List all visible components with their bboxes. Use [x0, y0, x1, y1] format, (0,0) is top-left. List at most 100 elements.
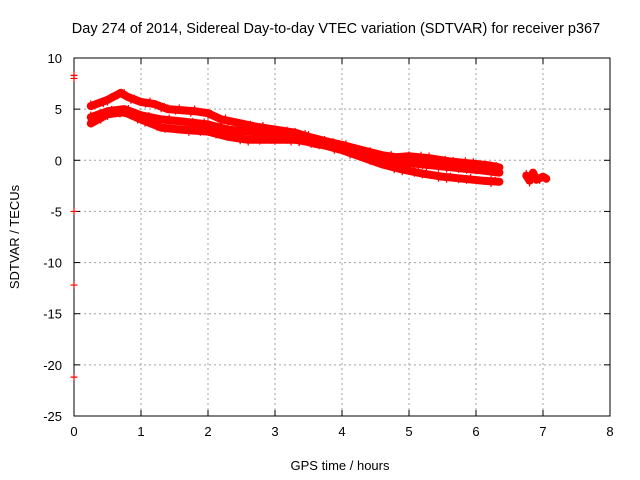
data-point [316, 142, 323, 149]
x-tick-label: 3 [271, 424, 278, 439]
data-point [415, 158, 422, 165]
data-point [292, 127, 299, 134]
data-point [182, 127, 189, 134]
x-tick-label: 1 [137, 424, 144, 439]
y-tick-label: 5 [55, 102, 62, 117]
data-point [280, 135, 287, 142]
data-point [363, 155, 370, 162]
data-point [233, 128, 240, 135]
data-point [419, 172, 426, 179]
data-point [475, 168, 482, 175]
y-tick-label: -15 [43, 307, 62, 322]
data-point [264, 129, 271, 136]
data-point [479, 176, 486, 183]
data-point [260, 134, 267, 141]
data-point [189, 117, 196, 124]
data-point [488, 180, 495, 187]
data-point [209, 129, 216, 136]
y-axis-label: SDTVAR / TECUs [7, 184, 22, 289]
data-point [526, 180, 533, 187]
data-point [430, 154, 437, 161]
data-point [209, 122, 216, 129]
data-point [205, 119, 211, 126]
data-point [205, 112, 211, 119]
data-point [146, 117, 153, 124]
data-point [302, 130, 309, 137]
data-point [138, 98, 144, 105]
data-point [493, 161, 500, 168]
data-point [146, 112, 153, 119]
data-point [367, 158, 374, 165]
data-point [134, 97, 141, 104]
data-point [427, 161, 434, 168]
data-point [423, 159, 430, 166]
data-point [217, 121, 224, 128]
data-point [276, 134, 283, 141]
data-point [174, 127, 181, 134]
data-point [496, 169, 503, 176]
data-point [225, 131, 232, 138]
data-point [312, 139, 319, 146]
data-point [166, 114, 173, 121]
data-point [455, 177, 462, 184]
data-point [259, 122, 266, 129]
data-point [211, 113, 218, 120]
data-point [411, 162, 418, 169]
data-point [471, 165, 478, 172]
data-point [406, 151, 412, 158]
data-point [187, 110, 194, 117]
data-point [176, 104, 183, 111]
data-point [463, 177, 470, 184]
data-point [127, 111, 134, 118]
data-point [142, 101, 149, 108]
data-point [462, 157, 469, 164]
data-point [451, 164, 458, 171]
data-point [200, 110, 207, 117]
data-point [142, 120, 149, 127]
data-point [100, 101, 107, 108]
data-point [213, 132, 220, 139]
plot-frame [73, 57, 611, 417]
data-point [249, 135, 256, 142]
x-tick-label: 6 [472, 424, 479, 439]
data-point [383, 161, 390, 168]
data-point [158, 124, 165, 131]
data-point [101, 111, 108, 118]
data-point [292, 137, 299, 144]
data-point [245, 139, 252, 146]
data-point [230, 119, 237, 126]
series-2 [86, 107, 504, 187]
data-point [321, 136, 328, 143]
data-point [164, 104, 171, 111]
outlier-point [70, 373, 78, 381]
data-point [174, 118, 181, 125]
data-point [162, 126, 169, 133]
data-point [166, 122, 173, 129]
data-point [182, 119, 189, 126]
data-point [264, 135, 271, 142]
data-point [221, 124, 228, 131]
data-point [407, 168, 414, 175]
data-point [178, 125, 185, 132]
data-point [351, 149, 358, 156]
data-point [439, 164, 446, 171]
data-point [205, 126, 211, 133]
data-point [193, 120, 200, 127]
data-point [180, 106, 187, 113]
data-point [435, 165, 442, 172]
data-point [308, 141, 315, 148]
data-point [196, 107, 203, 114]
data-point [170, 116, 177, 123]
data-point [237, 138, 244, 145]
data-point [540, 173, 546, 180]
data-point [496, 178, 503, 185]
data-point [178, 117, 185, 124]
data-point [347, 152, 354, 159]
data-point [439, 174, 446, 181]
data-point [288, 139, 295, 146]
data-point [183, 108, 190, 115]
data-point [395, 163, 402, 170]
data-point [483, 168, 490, 175]
data-point [252, 129, 259, 136]
